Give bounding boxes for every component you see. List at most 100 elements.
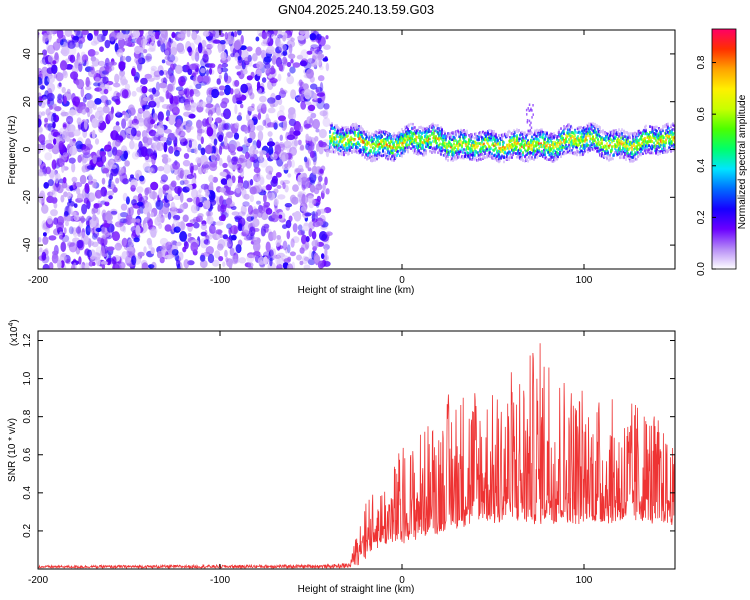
noise-blob: [161, 59, 166, 64]
signal-cell: [416, 151, 418, 155]
signal-cell: [419, 130, 421, 133]
noise-blob: [153, 134, 161, 142]
signal-cell: [530, 145, 532, 149]
signal-cell: [489, 145, 491, 149]
noise-blob: [53, 202, 58, 209]
noise-blob: [111, 256, 117, 265]
signal-cell: [481, 141, 483, 144]
noise-blob: [325, 188, 330, 195]
noise-blob: [146, 211, 151, 221]
signal-cell: [523, 146, 525, 149]
signal-cell: [521, 130, 523, 134]
signal-cell: [437, 131, 439, 134]
signal-cell: [519, 155, 521, 159]
noise-blob: [216, 154, 220, 162]
signal-cell: [463, 154, 465, 158]
signal-cell: [341, 140, 343, 144]
noise-blob: [243, 56, 251, 64]
signal-cell: [501, 137, 503, 140]
signal-cell: [558, 129, 560, 132]
signal-cell: [483, 131, 485, 135]
signal-cell: [533, 145, 535, 148]
signal-cell: [507, 147, 509, 150]
signal-cell: [405, 146, 407, 149]
noise-blob: [51, 159, 57, 170]
noise-blob: [257, 208, 263, 218]
signal-cell: [541, 128, 543, 132]
noise-blob: [102, 76, 109, 84]
signal-cell: [441, 128, 443, 132]
noise-blob: [231, 211, 240, 216]
signal-cell: [468, 155, 470, 159]
noise-blob: [179, 192, 184, 203]
noise-blob: [300, 229, 306, 236]
signal-cell: [377, 149, 379, 153]
noise-blob: [145, 53, 153, 62]
signal-cell: [351, 126, 353, 130]
signal-cell: [411, 140, 413, 144]
noise-blob: [142, 136, 149, 144]
signal-cell: [558, 153, 560, 156]
signal-cell: [556, 154, 558, 157]
noise-blob: [304, 212, 312, 217]
noise-blob: [220, 204, 227, 213]
noise-blob: [169, 205, 178, 216]
signal-cell: [489, 137, 491, 140]
noise-blob: [238, 112, 242, 117]
noise-blob: [148, 264, 155, 269]
signal-cell: [505, 156, 507, 159]
signal-cell: [558, 133, 560, 136]
signal-cell: [422, 152, 424, 156]
noise-blob: [309, 172, 317, 184]
signal-cell: [543, 151, 545, 154]
signal-cell: [547, 138, 549, 141]
signal-cell: [479, 142, 481, 145]
noise-blob: [54, 173, 59, 184]
noise-blob: [284, 203, 293, 208]
noise-blob: [253, 159, 260, 169]
noise-blob: [152, 150, 157, 161]
signal-cell: [505, 151, 507, 155]
signal-cell: [386, 153, 388, 157]
signal-cell: [344, 127, 346, 130]
signal-cell: [451, 149, 453, 153]
noise-blob: [256, 61, 264, 69]
signal-cell: [409, 136, 411, 140]
signal-cell: [370, 136, 372, 140]
signal-cell: [415, 135, 417, 139]
signal-cell: [336, 135, 338, 138]
signal-cell: [422, 126, 424, 130]
signal-cell: [499, 133, 501, 137]
noise-blob: [199, 81, 207, 86]
signal-cell: [537, 131, 539, 135]
noise-blob: [234, 88, 240, 94]
signal-cell: [540, 142, 542, 145]
signal-cell: [475, 135, 477, 138]
noise-blob: [324, 254, 329, 262]
noise-blob: [51, 113, 57, 124]
noise-blob: [137, 57, 146, 65]
noise-blob: [89, 256, 98, 262]
signal-cell: [449, 141, 451, 145]
signal-cell: [441, 149, 443, 153]
noise-blob: [267, 97, 276, 104]
signal-cell: [403, 146, 405, 149]
signal-cell: [452, 159, 454, 162]
noise-blob: [130, 127, 137, 137]
signal-cell: [448, 140, 450, 143]
noise-blob: [207, 30, 216, 37]
noise-blob: [172, 161, 181, 170]
signal-cell: [408, 143, 410, 147]
signal-cell: [447, 150, 449, 154]
noise-blob: [108, 254, 112, 264]
signal-cell: [539, 135, 541, 139]
signal-cell: [538, 134, 540, 137]
signal-cell: [513, 151, 515, 155]
signal-cell: [358, 142, 360, 146]
noise-blob: [299, 30, 306, 35]
signal-cell: [378, 129, 380, 132]
noise-blob: [99, 151, 106, 157]
noise-blob: [178, 89, 185, 96]
noise-blob: [230, 123, 234, 131]
noise-blob: [321, 253, 325, 259]
